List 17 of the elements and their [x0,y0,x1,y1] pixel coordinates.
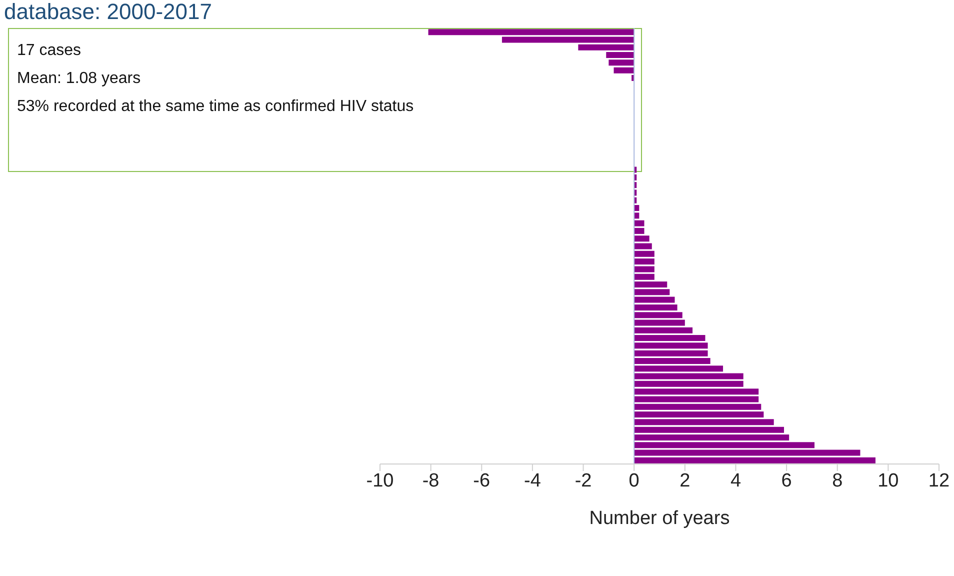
x-tick-label: 8 [832,470,843,492]
x-tick-label: 2 [680,470,690,492]
x-tick-label: -2 [574,470,592,492]
annotation: 53% recorded at the same time as confirmed HIV status [17,98,414,116]
x-tick-label: 6 [781,470,792,492]
x-axis-title: Number of years [589,508,730,529]
x-tick-label: -10 [366,470,394,492]
text: 17 cases [17,42,82,60]
x-tick-label: -8 [422,470,440,492]
x-tick-label: -6 [473,470,490,492]
text: database: 2000-2017 [4,0,212,24]
text: Mean: 1.08 years [17,70,141,88]
x-tick-label: 12 [928,470,950,492]
x-tick-label: 10 [878,470,899,492]
x-tick-label: 0 [628,470,640,492]
x-tick-label: 4 [730,470,742,492]
x-tick-label: -4 [524,470,542,492]
